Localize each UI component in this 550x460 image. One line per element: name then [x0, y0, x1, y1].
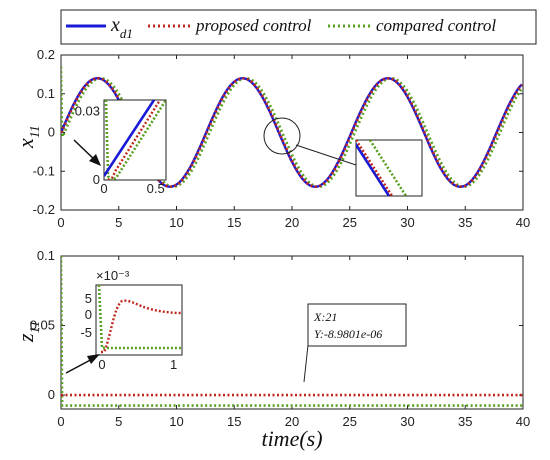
inset-bottom-exponent: ×10⁻³ — [96, 268, 130, 283]
bottom-xtick-label: 10 — [169, 414, 183, 429]
inset-top-xd1 — [104, 100, 156, 177]
inset-bottom-xtick-label: 1 — [170, 357, 177, 372]
inset-top-ticks: 0 0.5 0 0.03 — [75, 103, 165, 196]
bottom-ytick-label: 0 — [48, 387, 55, 402]
top-xtick-label: 25 — [343, 215, 357, 230]
zoom-connector — [295, 144, 357, 166]
legend-label-xd1: xd1 — [110, 14, 133, 41]
top-ytick-label: 0 — [48, 125, 55, 140]
legend: xd1 proposed control compared control — [60, 9, 537, 45]
zoom-circle — [263, 117, 301, 155]
top-xtick-label: 35 — [458, 215, 472, 230]
top-axis-ticks: 0 5 10 15 20 25 30 35 40 -0.2 -0.1 0 0.1 0.2 — [33, 47, 531, 230]
inset-top-arrowhead — [89, 154, 101, 166]
top-xtick-label: 30 — [400, 215, 414, 230]
inset-top-proposed — [107, 100, 162, 180]
legend-label-compared: compared control — [376, 16, 496, 35]
inset-bottom-xtick-label: 0 — [98, 357, 105, 372]
top-ytick-label: -0.1 — [33, 163, 55, 178]
bottom-ytick-label: 0.05 — [30, 318, 55, 333]
top-ytick-label: 0.1 — [37, 86, 55, 101]
top-xtick-label: 0 — [57, 215, 64, 230]
zoom-line-compared — [368, 140, 408, 196]
inset-bottom-ytick-label: 0 — [85, 307, 92, 322]
inset-top-xtick-label: 0.5 — [147, 181, 165, 196]
inset-bottom-compared — [97, 285, 182, 350]
bottom-xtick-label: 30 — [400, 414, 414, 429]
top-xtick-label: 5 — [115, 215, 122, 230]
bottom-xtick-label: 25 — [343, 414, 357, 429]
top-xtick-label: 40 — [516, 215, 530, 230]
zoom-line-xd1 — [356, 142, 391, 196]
inset-bottom-proposed — [101, 299, 182, 354]
top-xtick-label: 10 — [169, 215, 183, 230]
bottom-xtick-label: 35 — [458, 414, 472, 429]
inset-top-compared — [104, 100, 166, 180]
top-xtick-label: 15 — [227, 215, 241, 230]
inset-bottom-frame — [95, 284, 183, 356]
top-plot: 0 5 10 15 20 25 30 35 40 -0.2 -0.1 0 0.1 0.2 x11 0 0.5… — [13, 47, 530, 230]
bottom-xtick-label: 15 — [227, 414, 241, 429]
datatip-box — [307, 303, 407, 347]
bottom-xtick-label: 40 — [516, 414, 530, 429]
x-axis-label: time(s) — [261, 426, 322, 451]
bottom-ytick-label: 0.1 — [37, 248, 55, 263]
series-compared-top — [61, 66, 523, 188]
inset-bottom-ytick-label: 5 — [85, 291, 92, 306]
datatip-x: X:21 — [313, 310, 337, 324]
inset-top-ytick-label: 0.03 — [75, 103, 100, 118]
top-ylabel: x11 — [13, 125, 43, 149]
datatip-y: Y:-8.9801e-06 — [314, 327, 382, 341]
inset-bottom-arrowhead — [87, 354, 100, 364]
datatip-leader — [303, 344, 309, 383]
bottom-xtick-label: 5 — [115, 414, 122, 429]
legend-label-proposed: proposed control — [195, 16, 312, 35]
inset-top-xtick-label: 0 — [100, 181, 107, 196]
top-xtick-label: 20 — [285, 215, 299, 230]
bottom-xtick-label: 0 — [57, 414, 64, 429]
bottom-xtick-label: 20 — [285, 414, 299, 429]
inset-top-ytick-label: 0 — [93, 172, 100, 187]
top-ytick-label: 0.2 — [37, 47, 55, 62]
top-ytick-label: -0.2 — [33, 202, 55, 217]
zoom-line-proposed — [356, 140, 394, 196]
inset-bottom-ticks: 0 150-5 — [80, 291, 177, 372]
bottom-ylabel: z11 — [13, 320, 43, 343]
series-compared-bottom — [61, 256, 523, 407]
inset-bottom-ytick-label: -5 — [80, 325, 92, 340]
